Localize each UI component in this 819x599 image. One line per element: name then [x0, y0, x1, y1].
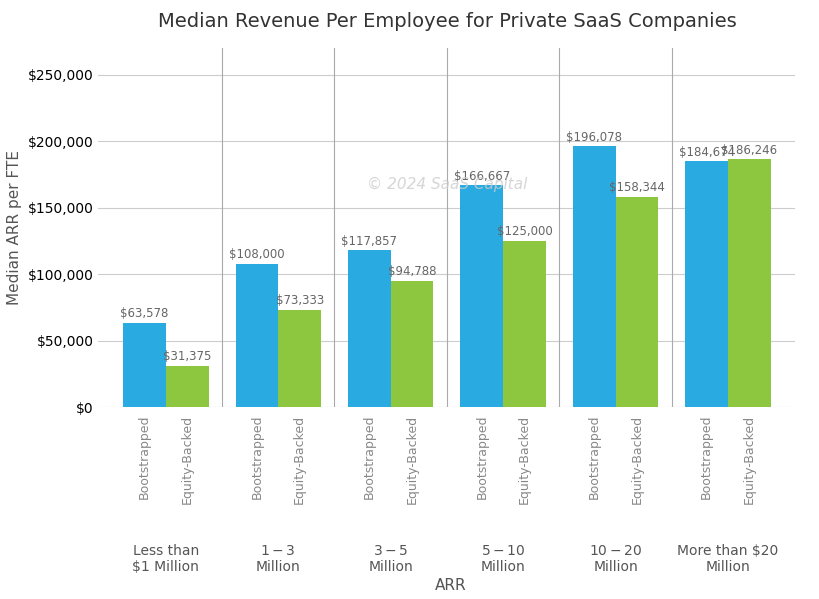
- Y-axis label: Median ARR per FTE: Median ARR per FTE: [7, 150, 22, 305]
- Bar: [235, 264, 278, 407]
- Bar: [123, 323, 165, 407]
- Text: $117,857: $117,857: [341, 235, 397, 248]
- Text: Bootstrapped: Bootstrapped: [250, 415, 263, 499]
- Bar: [727, 159, 770, 407]
- Bar: [685, 162, 727, 407]
- Text: Equity-Backed: Equity-Backed: [630, 415, 643, 504]
- Bar: [390, 281, 433, 407]
- Bar: [165, 365, 208, 407]
- Text: $63,578: $63,578: [120, 307, 169, 320]
- Text: $73,333: $73,333: [275, 294, 324, 307]
- Text: Equity-Backed: Equity-Backed: [742, 415, 755, 504]
- Text: $1 - $3
Million: $1 - $3 Million: [256, 544, 301, 574]
- Text: $94,788: $94,788: [387, 265, 436, 279]
- Text: © 2024 SaaS Capital: © 2024 SaaS Capital: [366, 177, 527, 192]
- Text: Equity-Backed: Equity-Backed: [292, 415, 305, 504]
- Bar: [503, 241, 545, 407]
- Text: $186,246: $186,246: [721, 144, 776, 157]
- Text: $125,000: $125,000: [496, 225, 552, 238]
- Text: $5 - $10
Million: $5 - $10 Million: [480, 544, 525, 574]
- Text: Less than
$1 Million: Less than $1 Million: [132, 544, 199, 574]
- Bar: [615, 196, 658, 407]
- Text: $3 - $5
Million: $3 - $5 Million: [368, 544, 413, 574]
- Bar: [572, 146, 615, 407]
- Text: Equity-Backed: Equity-Backed: [180, 415, 193, 504]
- Text: ARR: ARR: [435, 578, 466, 593]
- Text: Equity-Backed: Equity-Backed: [405, 415, 418, 504]
- Text: Bootstrapped: Bootstrapped: [138, 415, 151, 499]
- Text: Bootstrapped: Bootstrapped: [699, 415, 713, 499]
- Text: Bootstrapped: Bootstrapped: [362, 415, 375, 499]
- Text: Bootstrapped: Bootstrapped: [475, 415, 487, 499]
- Text: Equity-Backed: Equity-Backed: [518, 415, 531, 504]
- Text: $196,078: $196,078: [565, 131, 622, 144]
- Text: $184,674: $184,674: [677, 146, 734, 159]
- Text: $166,667: $166,667: [453, 170, 509, 183]
- Text: $31,375: $31,375: [163, 350, 211, 363]
- Bar: [459, 186, 503, 407]
- Bar: [278, 310, 320, 407]
- Title: Median Revenue Per Employee for Private SaaS Companies: Median Revenue Per Employee for Private …: [157, 12, 735, 31]
- Text: More than $20
Million: More than $20 Million: [676, 544, 777, 574]
- Text: Bootstrapped: Bootstrapped: [587, 415, 600, 499]
- Text: $108,000: $108,000: [229, 248, 284, 261]
- Bar: [347, 250, 390, 407]
- Text: $10 - $20
Million: $10 - $20 Million: [588, 544, 641, 574]
- Text: $158,344: $158,344: [609, 181, 664, 194]
